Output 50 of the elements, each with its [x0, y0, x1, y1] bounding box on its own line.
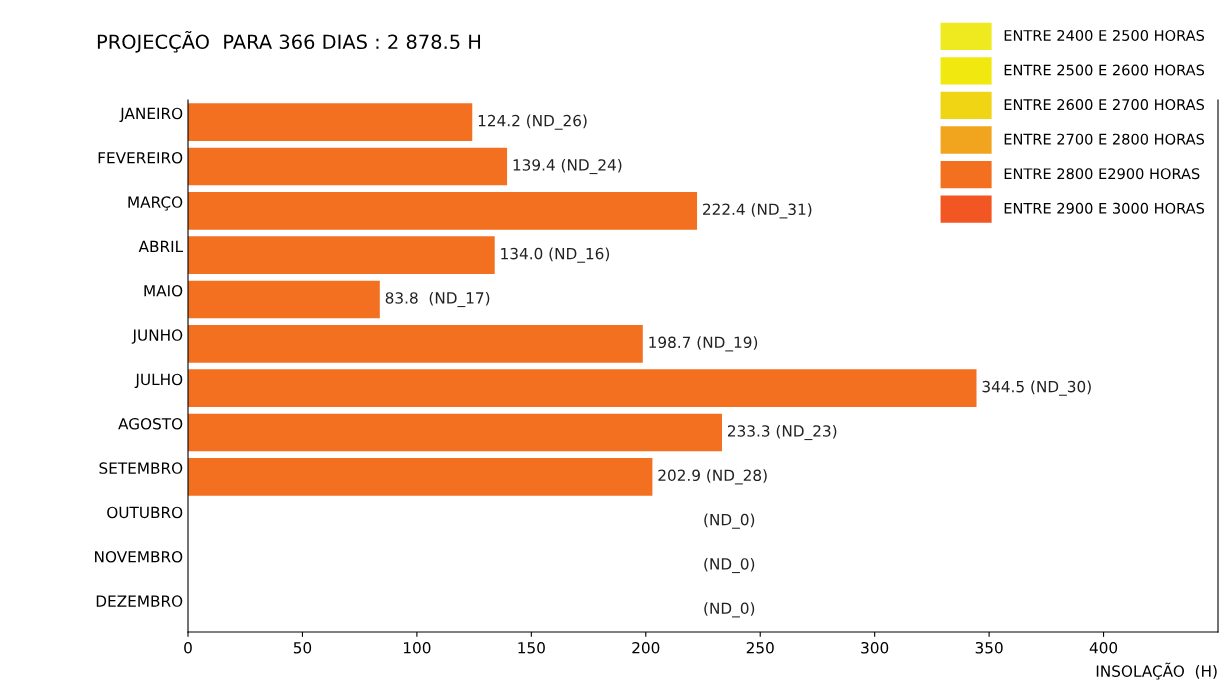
chart-title: PROJECÇÃO PARA 366 DIAS : 2 878.5 H — [97, 30, 481, 53]
data-label: 134.0 (ND_16) — [501, 247, 610, 263]
data-label: 233.3 (ND_23) — [727, 424, 837, 441]
data-label: 83.8 (ND_17) — [385, 291, 490, 308]
bar — [188, 324, 643, 363]
bar — [188, 369, 977, 408]
bar — [188, 103, 473, 142]
bar — [188, 457, 653, 496]
bar — [188, 236, 495, 275]
x-tick-label: 0 — [184, 641, 192, 654]
y-tick-label: DEZEMBRO — [96, 595, 183, 607]
x-tick-label: 150 — [518, 641, 545, 654]
y-tick-label: AGOSTO — [118, 417, 183, 430]
x-tick-label: 100 — [403, 641, 431, 654]
legend-label: ENTRE 2800 E2900 HORAS — [1004, 168, 1200, 180]
y-tick-label: FEVEREIRO — [98, 151, 183, 164]
x-tick-label: 200 — [632, 641, 660, 654]
data-label: 202.9 (ND_28) — [658, 469, 767, 485]
text: (ND_0) — [704, 557, 755, 574]
text: (ND_0) — [704, 602, 755, 618]
x-tick-label: 50 — [293, 641, 312, 654]
y-tick-label: ABRIL — [138, 240, 184, 252]
bar — [188, 280, 380, 319]
legend-label: ENTRE 2600 E 2700 HORAS — [1004, 99, 1205, 111]
y-tick-label: SETEMBRO — [99, 462, 183, 474]
bar — [188, 413, 722, 452]
y-tick-label: NOVEMBRO — [95, 550, 183, 563]
x-axis-title: INSOLAÇÃO (H) — [1096, 662, 1217, 680]
x-tick-label: 350 — [975, 641, 1003, 654]
legend-label: ENTRE 2400 E 2500 HORAS — [1004, 29, 1205, 41]
x-tick-label: 400 — [1089, 641, 1118, 654]
data-label: 198.7 (ND_19) — [649, 336, 758, 352]
y-tick-label: MARÇO — [128, 196, 183, 211]
y-tick-label: JUNHO — [131, 329, 183, 344]
y-tick-label: OUTUBRO — [107, 506, 183, 519]
text: (ND_0) — [704, 513, 755, 529]
x-tick-label: 300 — [861, 641, 889, 654]
legend-label: ENTRE 2500 E 2600 HORAS — [1004, 64, 1205, 76]
legend-label: ENTRE 2900 E 3000 HORAS — [1004, 202, 1205, 214]
data-label: 124.2 (ND_26) — [478, 114, 587, 130]
y-tick-label: JULHO — [134, 373, 183, 389]
bar — [188, 191, 698, 230]
y-tick-label: MAIO — [144, 284, 183, 297]
legend-label: ENTRE 2700 E 2800 HORAS — [1004, 133, 1205, 145]
bar — [188, 147, 508, 186]
data-label: 222.4 (ND_31) — [703, 203, 812, 219]
x-tick-label: 250 — [746, 641, 774, 654]
data-label: 344.5 (ND_30) — [982, 380, 1091, 396]
y-tick-label: JANEIRO — [119, 107, 183, 123]
data-label: 139.4 (ND_24) — [513, 158, 622, 175]
